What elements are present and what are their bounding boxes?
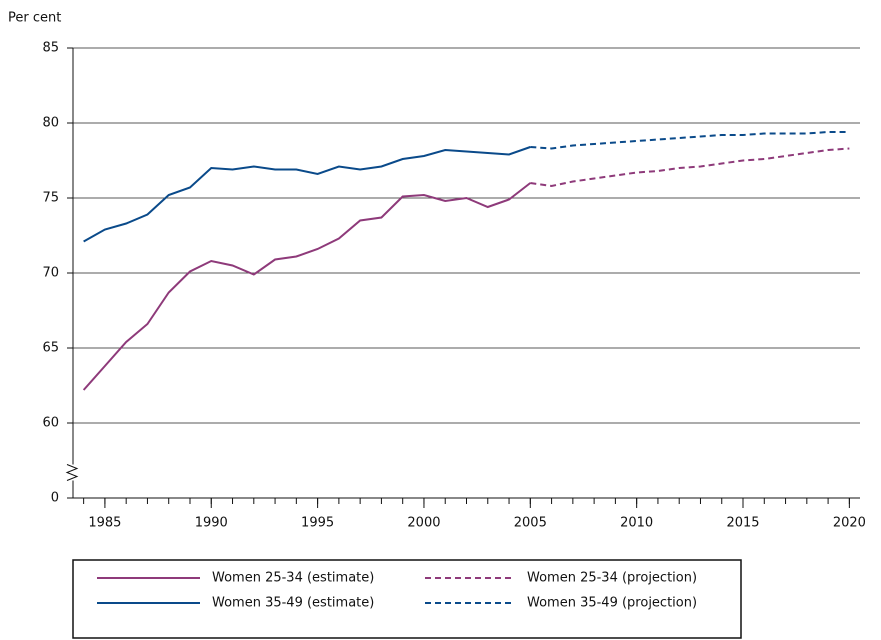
legend-label: Women 25-34 (estimate)	[212, 571, 374, 586]
legend-label: Women 25-34 (projection)	[527, 571, 697, 586]
x-tick-label: 1995	[301, 516, 334, 531]
legend-box	[72, 559, 742, 639]
y-tick-label: 65	[42, 341, 59, 356]
y-tick-label: 85	[42, 41, 59, 56]
x-tick-label: 1990	[195, 516, 228, 531]
series-line	[82, 182, 531, 391]
y-axis-label: Per cent	[8, 11, 61, 26]
axis-break	[65, 464, 79, 481]
x-tick-label: 2010	[620, 516, 653, 531]
x-tick-label: 2005	[514, 516, 547, 531]
y-tick-label: 60	[42, 416, 59, 431]
y-tick-label: 70	[42, 266, 59, 281]
x-tick-label: 2020	[833, 516, 866, 531]
x-tick-label: 1985	[88, 516, 121, 531]
y-tick-label: 75	[42, 191, 59, 206]
axis-break-gap	[71, 464, 75, 481]
x-tick-label: 2015	[726, 516, 759, 531]
legend-label: Women 35-49 (estimate)	[212, 596, 374, 611]
y-tick-label: 0	[51, 491, 59, 506]
series-line	[530, 147, 850, 188]
series-line	[83, 146, 531, 243]
legend-label: Women 35-49 (projection)	[527, 596, 697, 611]
y-tick-label: 80	[42, 116, 59, 131]
series-line	[530, 131, 850, 150]
x-tick-label: 2000	[407, 516, 440, 531]
